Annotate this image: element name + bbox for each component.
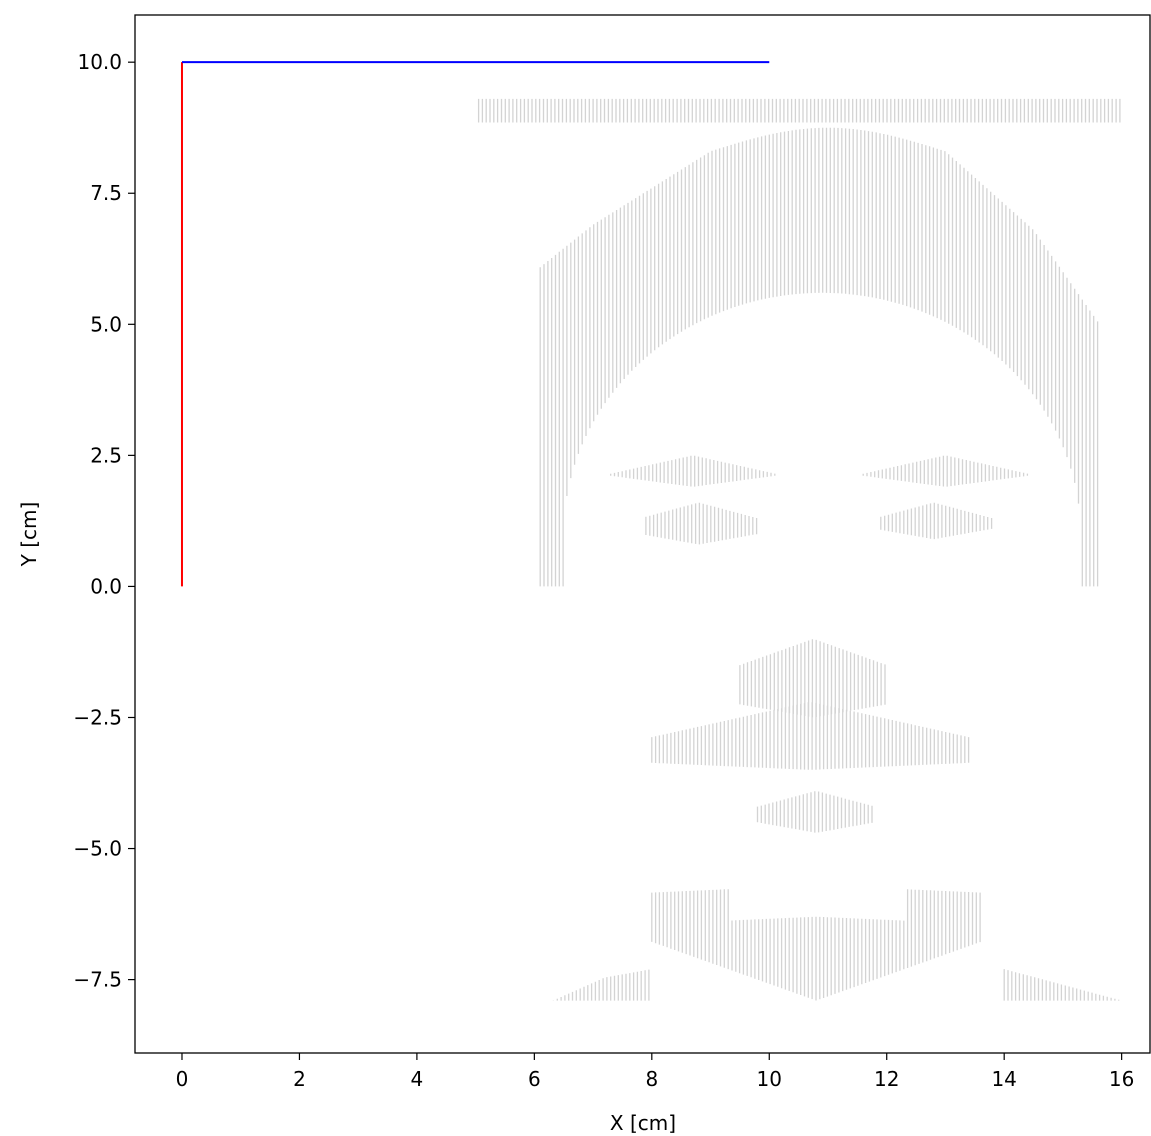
x-tick-label: 8 bbox=[645, 1067, 658, 1091]
x-tick-label: 6 bbox=[528, 1067, 541, 1091]
portrait-hatch-layer bbox=[477, 98, 1121, 1001]
axes-frame bbox=[134, 14, 1151, 1054]
hatch-eyebrow-right bbox=[862, 455, 1029, 487]
y-tick-label: 7.5 bbox=[90, 181, 122, 205]
hatch-eye-left bbox=[645, 502, 758, 545]
y-axis-label: Y [cm] bbox=[17, 502, 41, 568]
hatch-eyebrow-left bbox=[610, 455, 776, 487]
y-tick-label: 2.5 bbox=[90, 443, 122, 467]
x-tick-label: 4 bbox=[411, 1067, 424, 1091]
hatch-hair bbox=[539, 127, 1099, 587]
y-tick-label: −5.0 bbox=[73, 837, 122, 861]
x-axis-label: X [cm] bbox=[610, 1111, 676, 1135]
y-tick-label: 5.0 bbox=[90, 312, 122, 336]
hatch-nose bbox=[739, 639, 886, 718]
hatch-eye-right bbox=[880, 502, 993, 540]
y-tick-label: −2.5 bbox=[73, 705, 122, 729]
hatch-moustache bbox=[651, 702, 970, 770]
y-tick-label: 10.0 bbox=[77, 50, 122, 74]
hatch-shoulder-right bbox=[1003, 969, 1120, 1001]
hatch-top-strip bbox=[477, 98, 1121, 123]
x-tick-label: 0 bbox=[176, 1067, 189, 1091]
y-tick-label: −7.5 bbox=[73, 968, 122, 992]
hatch-shoulder-left bbox=[552, 969, 650, 1001]
x-axis: 0 2 4 6 8 10 12 14 16 bbox=[176, 1053, 1134, 1091]
x-tick-label: 10 bbox=[757, 1067, 782, 1091]
y-tick-label: 0.0 bbox=[90, 574, 122, 598]
hatch-chin bbox=[651, 889, 981, 1001]
y-axis: −7.5 −5.0 −2.5 0.0 2.5 5.0 7.5 10.0 bbox=[73, 50, 135, 992]
x-tick-label: 12 bbox=[874, 1067, 899, 1091]
hatch-lower-lip bbox=[756, 791, 873, 833]
series-layer bbox=[180, 61, 770, 587]
x-tick-label: 2 bbox=[293, 1067, 306, 1091]
x-tick-label: 14 bbox=[991, 1067, 1016, 1091]
x-tick-label: 16 bbox=[1109, 1067, 1134, 1091]
